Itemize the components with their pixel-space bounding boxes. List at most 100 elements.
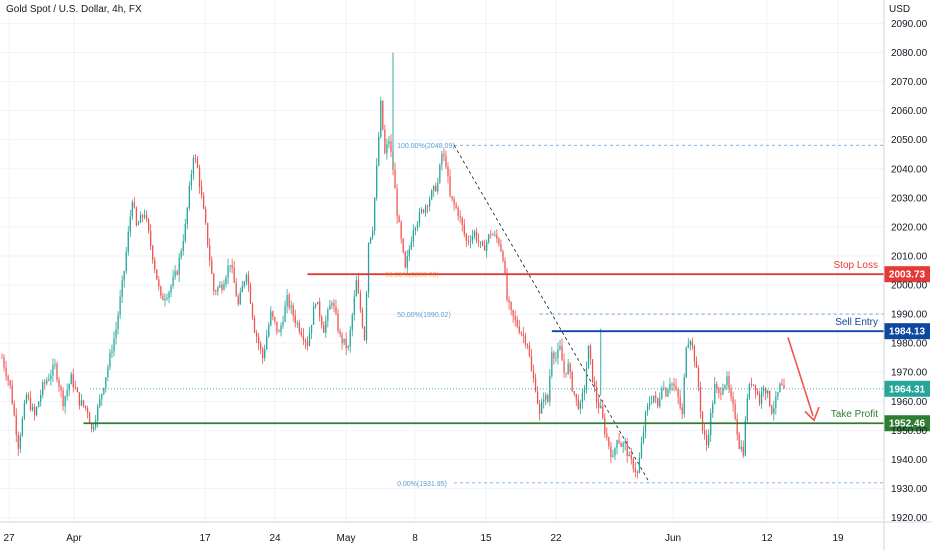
candle-down xyxy=(569,363,571,373)
candle-down xyxy=(135,207,138,226)
candle-down xyxy=(602,405,604,418)
candle-down xyxy=(160,286,162,296)
candle-down xyxy=(528,345,531,357)
x-tick-label: 8 xyxy=(412,533,418,544)
candle-down xyxy=(514,316,516,320)
fib-label: 50.00%(1990.02) xyxy=(397,312,451,319)
candle-up xyxy=(182,241,184,251)
candle-up xyxy=(192,157,195,175)
candle-down xyxy=(593,381,596,388)
candle-down xyxy=(11,385,13,404)
candle-down xyxy=(141,215,144,218)
last-price-value: 1964.31 xyxy=(889,384,926,395)
candle-up xyxy=(628,454,630,457)
y-tick-label: 2040.00 xyxy=(891,164,928,175)
candle-down xyxy=(84,405,87,408)
candle-up xyxy=(23,403,26,419)
candle-up xyxy=(68,384,70,391)
candle-down xyxy=(276,321,278,332)
candle-down xyxy=(262,348,264,359)
candle-down xyxy=(333,303,335,307)
candle-down xyxy=(323,325,325,333)
candle-up xyxy=(760,391,763,404)
candle-up xyxy=(773,407,775,414)
candle-up xyxy=(416,223,419,229)
candle-up xyxy=(541,401,543,414)
candle-down xyxy=(76,388,78,393)
candle-up xyxy=(331,303,333,306)
candle-down xyxy=(404,251,406,268)
candle-down xyxy=(196,159,199,168)
fib-label: 0.00%(1931.95) xyxy=(397,481,447,488)
candle-down xyxy=(530,356,533,371)
candle-down xyxy=(204,208,207,224)
candle-up xyxy=(290,305,292,308)
y-tick-label: 1950.00 xyxy=(891,426,928,437)
candle-up xyxy=(581,392,584,403)
candle-down xyxy=(15,415,17,435)
candle-down xyxy=(337,313,339,332)
candle-up xyxy=(559,345,561,350)
candle-up xyxy=(217,287,219,292)
candle-down xyxy=(319,301,321,317)
candle-down xyxy=(457,208,459,216)
candle-down xyxy=(781,383,783,386)
candle-down xyxy=(573,391,575,394)
candle-up xyxy=(667,389,669,397)
candle-up xyxy=(374,197,376,231)
candle-up xyxy=(646,405,649,412)
candle-up xyxy=(312,306,315,325)
candle-up xyxy=(775,396,777,408)
candle-down xyxy=(58,379,60,387)
candle-down xyxy=(606,433,608,438)
candle-up xyxy=(239,292,241,305)
candle-down xyxy=(363,327,366,340)
candle-up xyxy=(105,377,107,388)
candle-down xyxy=(288,294,290,308)
candle-down xyxy=(730,388,732,398)
candle-up xyxy=(64,396,66,407)
candle-down xyxy=(675,385,677,390)
x-tick-label: 19 xyxy=(832,533,844,544)
candle-up xyxy=(424,206,427,213)
level-tag-value: 1952.46 xyxy=(889,419,926,430)
x-tick-label: 12 xyxy=(761,533,773,544)
candle-down xyxy=(769,390,771,406)
candle-up xyxy=(638,457,641,473)
candle-up xyxy=(19,435,21,449)
candle-down xyxy=(516,319,518,327)
candle-down xyxy=(213,273,215,292)
candle-down xyxy=(506,273,508,300)
candle-down xyxy=(426,206,429,207)
candle-down xyxy=(422,209,425,213)
fibonacci-retracement: 100.00%(2048.09) 61.80%(2003.73) 50.00%(19… xyxy=(385,143,884,488)
candle-up xyxy=(587,345,590,369)
candle-up xyxy=(410,241,412,249)
candle-up xyxy=(683,376,685,414)
candle-down xyxy=(512,309,514,317)
candle-up xyxy=(268,325,270,337)
candle-up xyxy=(190,174,193,186)
candle-up xyxy=(284,306,286,322)
y-tick-label: 1980.00 xyxy=(891,339,928,350)
candle-down xyxy=(547,395,549,402)
candle-down xyxy=(665,388,667,397)
candle-down xyxy=(398,216,400,223)
candle-down xyxy=(734,404,736,419)
candle-down xyxy=(526,344,529,346)
candle-down xyxy=(520,332,522,334)
candle-down xyxy=(294,315,296,324)
candle-down xyxy=(756,391,759,394)
candle-down xyxy=(253,317,256,333)
candle-down xyxy=(259,343,262,349)
candle-up xyxy=(365,292,368,340)
candle-down xyxy=(231,265,233,268)
candle-down xyxy=(563,360,565,373)
candle-down xyxy=(158,279,160,287)
candle-up xyxy=(266,336,268,350)
candle-down xyxy=(467,240,469,242)
candle-up xyxy=(143,214,146,218)
y-tick-label: 1930.00 xyxy=(891,484,928,495)
candle-up xyxy=(722,388,724,395)
candle-up xyxy=(113,338,115,352)
